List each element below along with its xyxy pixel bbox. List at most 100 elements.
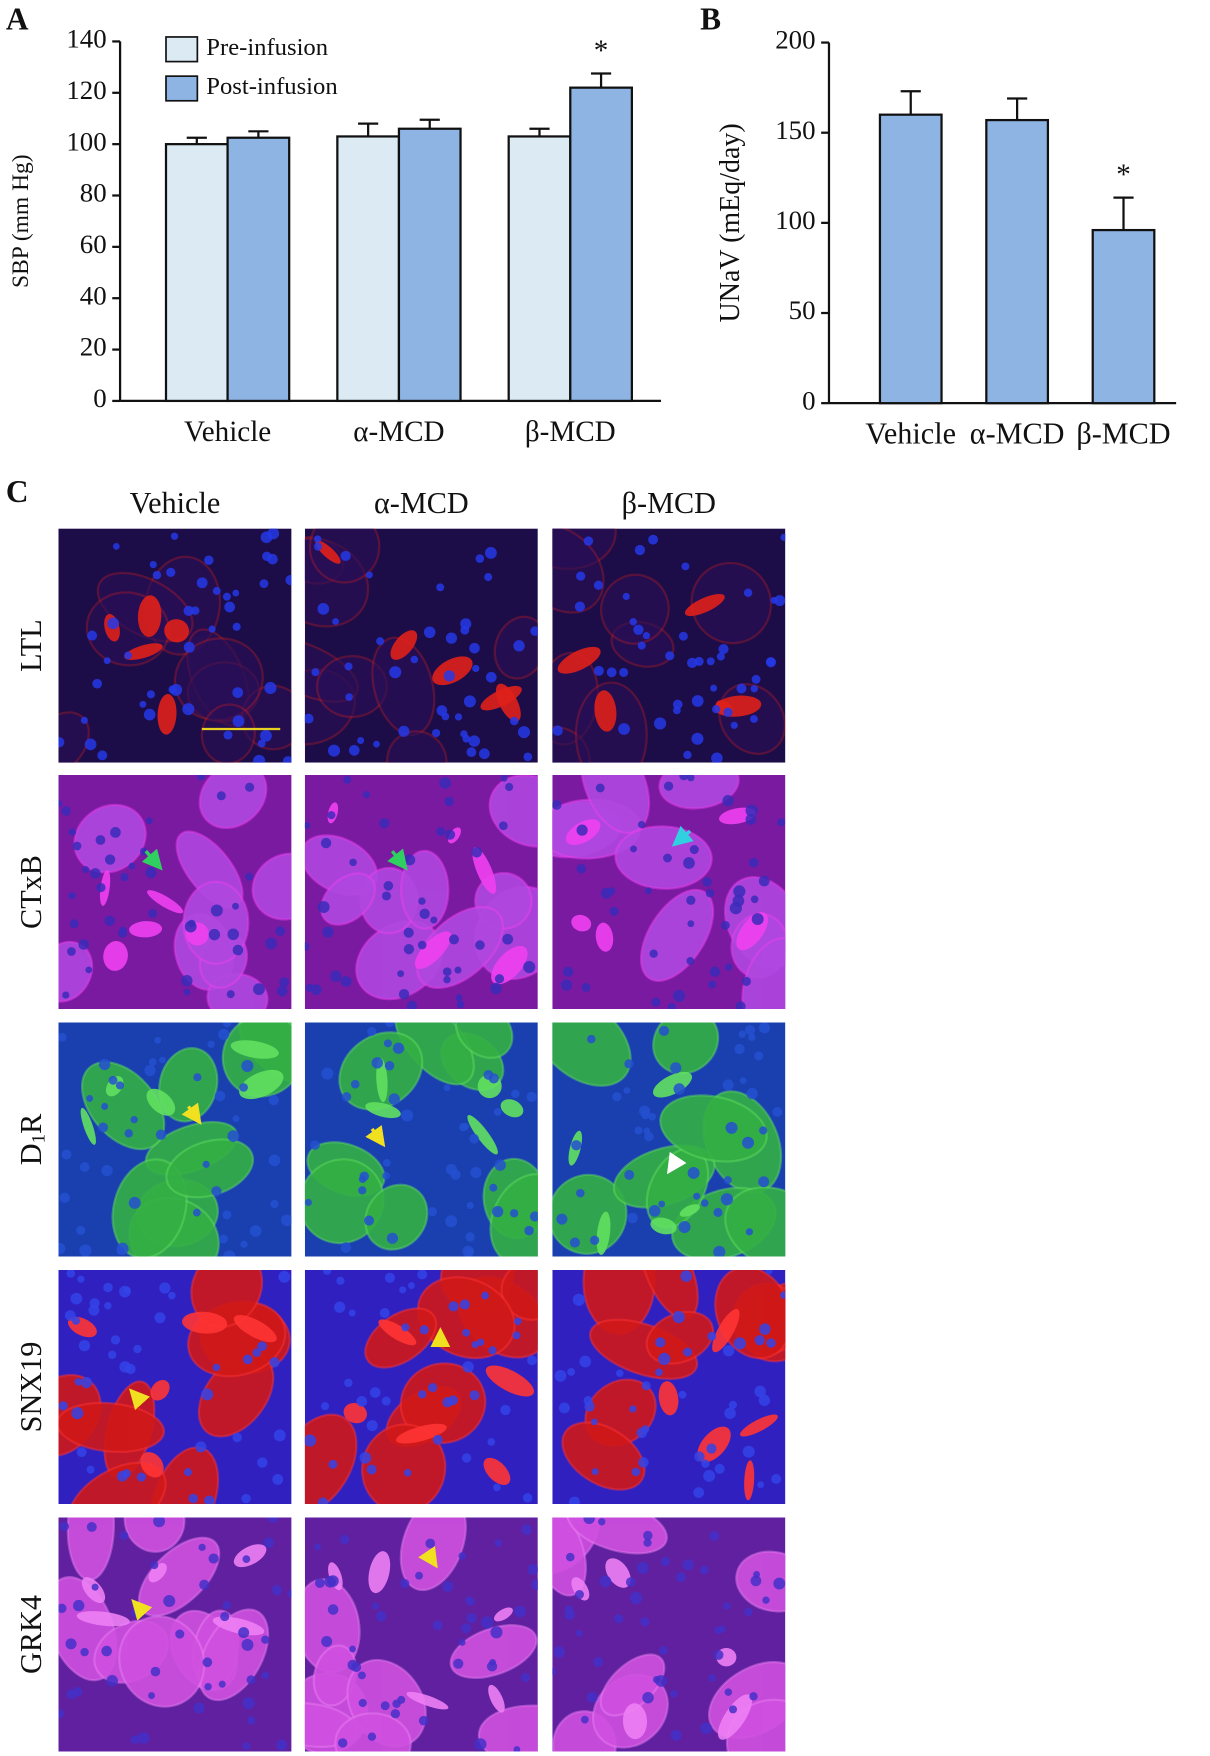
nucleus	[530, 626, 538, 636]
tubule	[386, 730, 448, 763]
lumen	[368, 1551, 391, 1594]
nucleus	[733, 1337, 746, 1350]
nucleus	[344, 662, 353, 671]
nucleus	[369, 1387, 381, 1398]
nucleus	[678, 1220, 691, 1234]
nucleus	[458, 1552, 467, 1560]
nucleus	[384, 1272, 395, 1283]
nucleus	[62, 991, 70, 999]
lumen	[343, 1402, 367, 1424]
nucleus	[751, 913, 764, 926]
nucleus	[150, 1561, 159, 1570]
nucleus	[780, 533, 786, 542]
nucleus	[322, 926, 334, 938]
nucleus	[706, 1443, 717, 1454]
nucleus	[202, 1160, 210, 1168]
micrograph	[304, 1022, 538, 1257]
lumen	[239, 1069, 284, 1100]
nucleus	[575, 1629, 583, 1637]
nucleus	[699, 1565, 709, 1575]
x-tick-label: α-MCD	[353, 416, 444, 448]
nucleus	[742, 1445, 755, 1458]
y-tick-label: 80	[80, 178, 107, 208]
nucleus	[304, 821, 311, 829]
lumen	[740, 1414, 778, 1437]
nucleus	[58, 1032, 67, 1042]
row-label-part: SNX19	[14, 1342, 48, 1433]
lumen	[376, 1058, 388, 1103]
nucleus	[77, 1275, 85, 1283]
lumen	[684, 593, 725, 617]
lumen	[557, 646, 601, 674]
nucleus	[629, 1591, 643, 1605]
nucleus	[527, 1355, 537, 1366]
nucleus	[208, 625, 216, 633]
arrow	[387, 848, 408, 871]
nucleus	[108, 1075, 118, 1085]
nucleus	[655, 1337, 666, 1348]
nucleus	[576, 824, 588, 836]
nucleus	[774, 595, 786, 607]
nucleus	[328, 744, 341, 757]
nucleus	[463, 695, 476, 708]
lumen	[488, 1684, 505, 1713]
nucleus	[146, 690, 155, 699]
nucleus	[493, 1483, 501, 1492]
micrograph	[58, 774, 292, 1010]
legend-swatch	[165, 36, 199, 63]
nucleus	[744, 1024, 756, 1036]
nucleus	[341, 1092, 352, 1102]
tubule	[690, 561, 773, 645]
nucleus	[458, 1639, 466, 1646]
nucleus	[441, 712, 450, 721]
nucleus	[445, 1215, 458, 1228]
nucleus	[638, 1457, 649, 1468]
nucleus	[349, 1645, 356, 1653]
nucleus	[454, 966, 462, 974]
nucleus	[103, 657, 111, 665]
lumen	[712, 1308, 740, 1353]
nucleus	[257, 1457, 268, 1468]
x-tick-label: β-MCD	[1076, 417, 1170, 451]
nucleus	[765, 657, 777, 668]
bar	[164, 143, 229, 403]
nucleus	[687, 774, 695, 782]
nucleus	[723, 1176, 732, 1185]
nucleus	[73, 1599, 85, 1612]
nucleus	[720, 920, 730, 930]
nucleus	[317, 901, 330, 913]
nucleus	[383, 1039, 392, 1048]
nucleus	[367, 1026, 377, 1036]
nucleus	[521, 1524, 533, 1535]
lumen	[76, 1611, 130, 1627]
nucleus	[72, 841, 82, 851]
nucleus	[623, 1087, 631, 1094]
nucleus	[636, 1561, 649, 1574]
nucleus	[253, 983, 265, 996]
nucleus	[155, 1129, 167, 1140]
nucleus	[513, 1317, 522, 1326]
nucleus	[593, 1656, 604, 1667]
lumen	[605, 1558, 631, 1588]
nucleus	[522, 1493, 533, 1503]
nucleus	[240, 1240, 248, 1248]
nucleus	[398, 725, 410, 737]
nucleus	[314, 1543, 322, 1551]
nucleus	[655, 1675, 668, 1687]
nucleus	[410, 655, 419, 664]
nucleus	[484, 573, 493, 582]
nucleus	[622, 592, 630, 601]
nucleus	[552, 725, 563, 736]
nucleus	[722, 1079, 734, 1091]
nucleus	[58, 1709, 65, 1719]
nucleus	[212, 1363, 221, 1372]
nucleus	[403, 943, 415, 955]
nucleus	[709, 966, 721, 977]
lumen	[485, 1365, 535, 1397]
lumen	[414, 931, 452, 970]
nucleus	[74, 1378, 83, 1386]
nucleus	[362, 791, 370, 799]
tubule	[67, 1461, 167, 1505]
tubule	[552, 1517, 587, 1597]
nucleus	[733, 885, 746, 898]
